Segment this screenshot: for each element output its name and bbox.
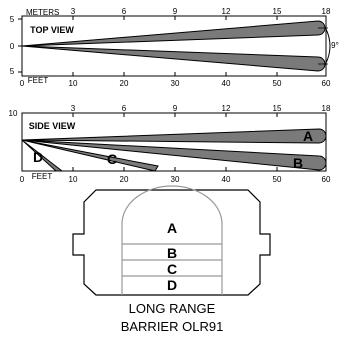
feet-tick-label: 30 (171, 175, 180, 184)
meter-tick-label: 3 (71, 7, 76, 16)
y-tick-label: 5 (10, 67, 15, 76)
feet-tick-label: 60 (322, 175, 331, 184)
meter-tick-label: 15 (273, 104, 282, 113)
side-view-feet-ticks (72, 167, 278, 171)
meter-tick-label: 18 (322, 7, 331, 16)
meter-tick-label: 18 (322, 104, 331, 113)
angle-bracket (325, 28, 331, 64)
feet-label: FEET (32, 172, 53, 181)
feet-tick-label: 10 (69, 79, 78, 88)
meters-label: METERS (26, 8, 59, 17)
side-view-title: SIDE VIEW (29, 121, 76, 131)
feet-tick-label: 30 (171, 79, 180, 88)
meter-tick-label: 9 (173, 7, 178, 16)
beam-label-a: A (303, 128, 313, 144)
side-view-beam-d (21, 139, 64, 172)
feet-label: FEET (28, 76, 49, 85)
feet-tick-label: 50 (273, 175, 282, 184)
side-view-beam-c (21, 139, 159, 172)
angle-label: 9° (331, 41, 339, 50)
side-view-frame (21, 112, 327, 172)
y-tick-label: 10 (9, 109, 18, 118)
lens-zone-c: C (167, 261, 177, 277)
beam-label-c: C (107, 151, 117, 167)
side-view-panel: 3 6 9 12 15 18 10 SIDE VIEW A B C D 0 FE… (9, 104, 331, 184)
lens-zone-a: A (167, 220, 177, 236)
feet-tick-label: 20 (120, 175, 129, 184)
feet-tick-label: 0 (20, 175, 25, 184)
meter-tick-label: 3 (71, 104, 76, 113)
top-view-title: TOP VIEW (30, 25, 74, 35)
lens-zone-d: D (167, 277, 177, 293)
lens-zone-b: B (167, 245, 177, 261)
caption-line-2: BARRIER OLR91 (120, 319, 224, 334)
feet-tick-label: 0 (20, 79, 25, 88)
feet-tick-label: 50 (273, 79, 282, 88)
meter-tick-label: 12 (222, 104, 231, 113)
top-view-meter-ticks (72, 16, 327, 20)
y-tick-label: 5 (10, 15, 15, 24)
top-view-feet-ticks (72, 72, 278, 76)
beam-label-b: B (293, 155, 303, 171)
meter-tick-label: 9 (173, 104, 178, 113)
y-tick-label: 0 (10, 42, 15, 51)
top-view-y-ticks (18, 18, 22, 73)
caption-line-1: LONG RANGE (128, 301, 216, 316)
feet-tick-label: 40 (222, 79, 231, 88)
lens-diagram: A B C D (72, 185, 271, 296)
feet-tick-label: 10 (69, 175, 78, 184)
feet-tick-label: 60 (322, 79, 331, 88)
side-view-beam-b (21, 139, 327, 171)
meter-tick-label: 6 (122, 7, 127, 16)
feet-tick-label: 20 (120, 79, 129, 88)
top-view-beam-lower (21, 45, 326, 72)
meter-tick-label: 6 (122, 104, 127, 113)
lens-window (121, 185, 223, 295)
meter-tick-label: 15 (273, 7, 282, 16)
meter-tick-label: 12 (222, 7, 231, 16)
beam-label-d: D (33, 149, 43, 165)
feet-tick-label: 40 (222, 175, 231, 184)
side-view-meter-ticks (72, 113, 278, 117)
side-view-beam-a (21, 128, 327, 144)
top-view-panel: METERS 3 6 9 12 15 18 5 0 5 TOP VIEW 9° … (10, 7, 339, 88)
